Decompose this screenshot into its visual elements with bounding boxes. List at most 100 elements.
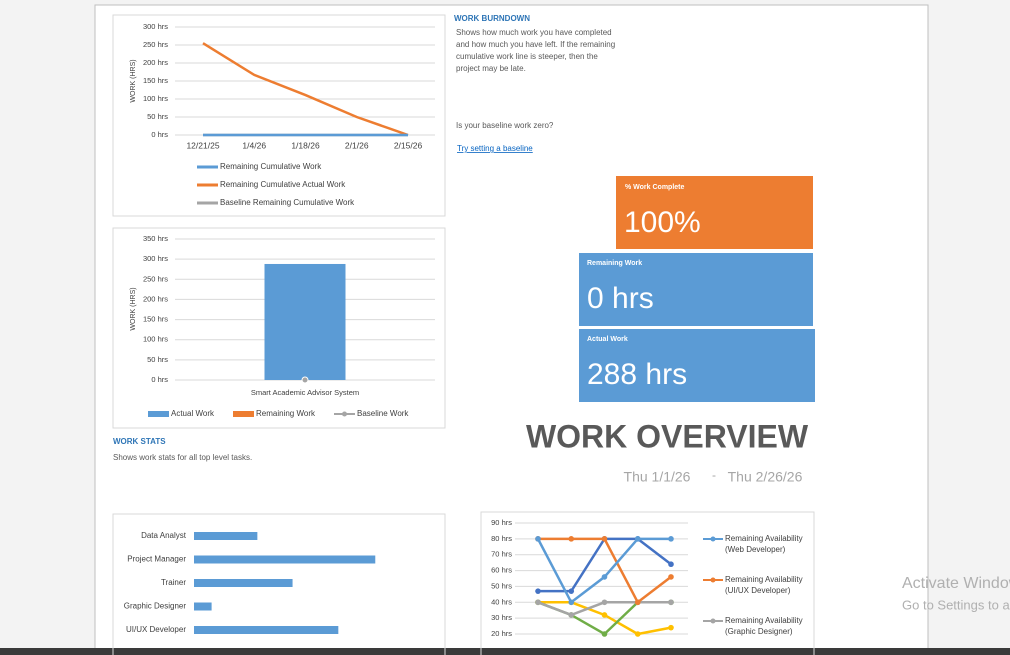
legend-swatch	[148, 411, 169, 417]
legend-swatch	[710, 577, 716, 583]
card-value: 288 hrs	[587, 358, 687, 391]
y-tick-label: 300 hrs	[143, 22, 168, 31]
y-tick-label: 0 hrs	[151, 375, 168, 384]
y-tick-label: 100 hrs	[143, 94, 168, 103]
description-line: and how much you have left. If the remai…	[456, 40, 615, 49]
watermark: Activate Windows	[902, 575, 1010, 592]
chart-frame	[112, 513, 446, 655]
watermark: Go to Settings to activate Windows.	[902, 597, 1010, 612]
legend-label: Baseline Work	[357, 409, 409, 418]
point	[668, 536, 674, 542]
y-tick-label: 30 hrs	[491, 613, 512, 622]
point	[535, 588, 541, 594]
point	[568, 599, 575, 606]
legend-label: Actual Work	[171, 409, 215, 418]
y-tick-label: 80 hrs	[491, 534, 512, 543]
y-tick-label: 150 hrs	[143, 315, 168, 324]
description-line: cumulative work line is steeper, then th…	[456, 52, 598, 61]
card	[616, 176, 813, 249]
legend-swatch	[710, 536, 716, 542]
legend-swatch	[342, 411, 347, 417]
y-tick-label: 300 hrs	[143, 254, 168, 263]
point	[601, 536, 608, 542]
bar	[194, 602, 212, 611]
y-tick-label: Trainer	[161, 578, 186, 587]
y-tick-label: Project Manager	[127, 555, 186, 564]
y-tick-label: 200 hrs	[143, 58, 168, 67]
chart-frame	[480, 511, 815, 655]
point	[601, 599, 608, 606]
start-date: Thu 1/1/26	[624, 469, 691, 485]
section-title: WORK BURNDOWN	[454, 14, 530, 23]
legend-label: Remaining Cumulative Actual Work	[220, 180, 346, 189]
y-tick-label: 50 hrs	[147, 355, 168, 364]
point	[535, 536, 541, 542]
point	[535, 599, 541, 606]
legend-swatch	[233, 411, 254, 417]
section-title: WORK STATS	[113, 437, 166, 446]
legend-label: Remaining Cumulative Work	[220, 162, 322, 171]
series-line	[202, 42, 409, 137]
point	[668, 574, 674, 580]
point	[601, 612, 608, 618]
question: Is your baseline work zero?	[456, 121, 554, 130]
legend-label: Remaining Work	[256, 409, 316, 418]
point	[634, 631, 641, 637]
y-tick-label: 50 hrs	[147, 112, 168, 121]
card-value: 100%	[624, 206, 701, 239]
y-tick-label: 50 hrs	[491, 581, 512, 590]
point	[568, 612, 575, 618]
y-tick-label: Data Analyst	[141, 531, 187, 540]
point	[634, 536, 641, 542]
y-tick-label: 150 hrs	[143, 76, 168, 85]
card-value: 0 hrs	[587, 282, 654, 315]
y-tick-label: 60 hrs	[491, 566, 512, 575]
y-tick-label: Graphic Designer	[124, 602, 187, 611]
bar	[194, 532, 258, 540]
baseline-marker	[301, 376, 309, 384]
x-tick-label: 1/18/26	[291, 140, 320, 150]
link[interactable]: Try setting a baseline	[457, 144, 533, 153]
y-tick-label: 70 hrs	[491, 550, 512, 559]
point	[668, 561, 674, 568]
x-tick-label: 12/21/25	[186, 140, 219, 150]
legend-label: Remaining Availability (Web Developer)	[725, 534, 803, 554]
point	[668, 599, 674, 606]
point	[568, 536, 575, 542]
description-line: project may be late.	[456, 64, 526, 73]
legend-label: Remaining Availability (Graphic Designer…	[725, 616, 803, 636]
x-tick-label: Smart Academic Advisor System	[251, 388, 359, 397]
description: Shows work stats for all top level tasks…	[113, 453, 252, 462]
x-tick-label: 1/4/26	[242, 140, 266, 150]
y-tick-label: 350 hrs	[143, 234, 168, 243]
overview-title: WORK OVERVIEW	[526, 418, 809, 454]
y-tick-label: 250 hrs	[143, 40, 168, 49]
point	[601, 574, 608, 580]
y-tick-label: 20 hrs	[491, 629, 512, 638]
card-label: Actual Work	[587, 336, 628, 343]
point	[668, 624, 674, 631]
legend-label: Baseline Remaining Cumulative Work	[220, 198, 355, 207]
y-tick-label: 40 hrs	[491, 597, 512, 606]
bottom-bar	[0, 648, 1010, 655]
y-axis-title: WORK (HRS)	[130, 287, 137, 330]
y-tick-label: 90 hrs	[491, 518, 512, 527]
y-axis-title: WORK (HRS)	[130, 59, 137, 102]
point	[601, 631, 608, 637]
end-date: Thu 2/26/26	[728, 469, 803, 485]
chart-frame	[112, 227, 446, 429]
bar	[194, 579, 293, 587]
legend-label: Remaining Availability (UI/UX Developer)	[725, 575, 803, 595]
separator: -	[712, 468, 716, 482]
legend-item: Remaining Availability (UI/UX Developer)	[725, 575, 803, 595]
left-margin	[0, 0, 95, 655]
legend-item: Remaining Availability (Graphic Designer…	[725, 616, 803, 636]
legend-swatch	[710, 618, 716, 624]
description-line: Shows how much work you have completed	[456, 28, 612, 37]
chart-frame	[112, 14, 446, 217]
bar	[194, 626, 339, 634]
y-tick-label: 100 hrs	[143, 335, 168, 344]
point	[634, 599, 641, 606]
y-tick-label: 200 hrs	[143, 294, 168, 303]
